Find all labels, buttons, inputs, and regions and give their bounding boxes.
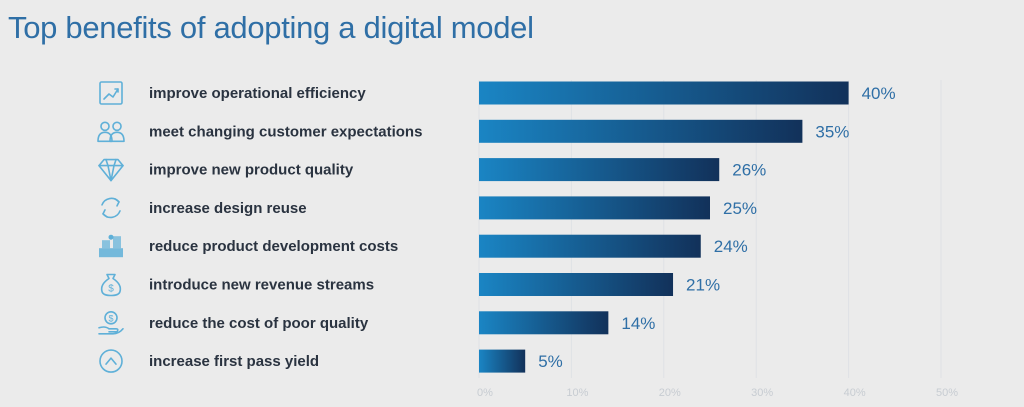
bar-row: increase first pass yield 5% (99, 349, 563, 373)
bar (479, 234, 701, 258)
chart-growth-icon (99, 81, 123, 105)
value-label: 35% (815, 122, 849, 141)
x-tick-label: 0% (477, 387, 493, 399)
svg-text:$: $ (108, 313, 113, 323)
bar (479, 158, 720, 182)
bar-row: $ reduce the cost of poor quality 14% (98, 310, 655, 335)
category-label: improve operational efficiency (149, 85, 366, 102)
category-label: increase first pass yield (149, 353, 319, 370)
x-tick-label: 40% (844, 387, 866, 399)
cost-reduction-icon (99, 234, 123, 258)
bar-row: $ introduce new revenue streams 21% (100, 273, 720, 297)
value-label: 24% (714, 237, 748, 256)
bar-row: improve operational efficiency 40% (99, 81, 896, 105)
money-bag-icon: $ (100, 273, 122, 297)
bar-row: reduce product development costs 24% (99, 234, 748, 258)
x-tick-label: 30% (751, 387, 773, 399)
chart-title: Top benefits of adopting a digital model (8, 10, 534, 45)
bar-row: meet changing customer expectations 35% (97, 119, 849, 143)
bar-row: increase design reuse 25% (101, 196, 757, 220)
category-label: increase design reuse (149, 200, 307, 217)
bar (479, 311, 609, 335)
value-label: 5% (538, 352, 563, 371)
value-label: 40% (862, 84, 896, 103)
bar (479, 119, 803, 143)
value-label: 21% (686, 276, 720, 295)
category-label: improve new product quality (149, 162, 354, 179)
diamond-icon (98, 158, 124, 182)
bar (479, 81, 849, 105)
bar (479, 196, 710, 220)
value-label: 26% (732, 161, 766, 180)
value-label: 25% (723, 199, 757, 218)
hand-coin-icon: $ (98, 310, 124, 335)
category-label: reduce product development costs (149, 238, 398, 255)
bar (479, 349, 526, 373)
recycle-icon (101, 197, 121, 219)
x-tick-label: 50% (936, 387, 958, 399)
bar (479, 273, 674, 296)
category-label: reduce the cost of poor quality (149, 315, 369, 332)
svg-text:$: $ (108, 284, 114, 295)
x-tick-label: 10% (566, 387, 588, 399)
chevron-up-circle-icon (99, 349, 123, 373)
category-label: meet changing customer expectations (149, 123, 422, 140)
bar-row: improve new product quality 26% (98, 158, 766, 182)
x-tick-label: 20% (659, 387, 681, 399)
value-label: 14% (621, 314, 655, 333)
customers-icon (97, 121, 125, 143)
category-label: introduce new revenue streams (149, 277, 374, 294)
